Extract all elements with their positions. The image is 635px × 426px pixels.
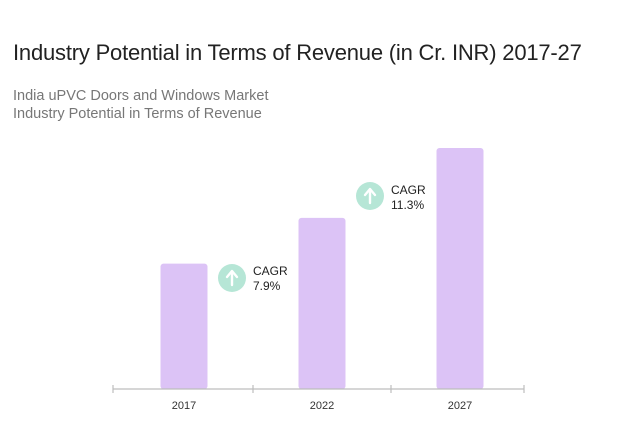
bars-group: [160, 148, 484, 389]
arrow-up-icon: [356, 182, 384, 210]
chart-subtitle-line2: Industry Potential in Terms of Revenue: [13, 106, 262, 122]
chart-title: Industry Potential in Terms of Revenue (…: [13, 40, 582, 65]
bar-2022: [298, 217, 346, 389]
x-axis: [112, 385, 525, 393]
x-tick-label-2022: 2022: [310, 400, 334, 412]
x-tick-labels: 2017 2022 2027: [172, 400, 472, 412]
x-tick-label-2017: 2017: [172, 400, 196, 412]
cagr-value: 7.9%: [253, 279, 281, 293]
cagr-label: CAGR: [391, 183, 426, 197]
cagr-value: 11.3%: [391, 198, 424, 212]
x-tick-label-2027: 2027: [448, 400, 472, 412]
bar-2027: [436, 148, 484, 389]
cagr-label: CAGR: [253, 264, 288, 278]
chart-subtitle-line1: India uPVC Doors and Windows Market: [13, 88, 269, 104]
bar-2017: [160, 263, 208, 389]
arrow-up-icon: [218, 264, 246, 292]
